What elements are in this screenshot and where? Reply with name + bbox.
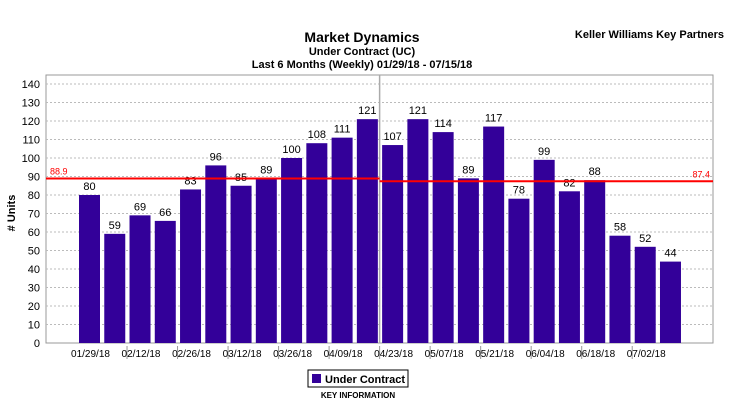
y-tick-label: 110 xyxy=(22,135,40,147)
bar-value-label: 96 xyxy=(210,151,222,163)
y-tick-label: 10 xyxy=(28,320,40,332)
bar xyxy=(382,145,404,343)
y-tick-label: 30 xyxy=(28,283,40,295)
y-tick-label: 120 xyxy=(22,116,40,128)
bar-value-label: 117 xyxy=(485,113,503,125)
bar-value-label: 89 xyxy=(462,164,474,176)
bar-value-label: 82 xyxy=(563,177,575,189)
bar-value-label: 107 xyxy=(383,131,401,143)
y-tick-label: 40 xyxy=(28,264,40,276)
bar xyxy=(306,143,328,343)
y-tick-label: 60 xyxy=(28,227,40,239)
chart-subtitle: Under Contract (UC) xyxy=(309,46,416,58)
x-tick-label: 03/12/18 xyxy=(223,349,262,360)
bar xyxy=(457,178,479,343)
bar xyxy=(407,119,429,344)
bar xyxy=(533,159,555,343)
x-tick-label: 02/26/18 xyxy=(172,349,211,360)
bar-value-label: 44 xyxy=(664,248,676,260)
x-tick-label: 03/26/18 xyxy=(273,349,312,360)
y-tick-label: 70 xyxy=(28,209,40,221)
bar xyxy=(79,195,100,343)
bar xyxy=(508,198,530,343)
x-tick-label: 05/07/18 xyxy=(425,349,464,360)
bar-value-label: 121 xyxy=(409,105,427,117)
bar-value-label: 69 xyxy=(134,201,146,213)
bar xyxy=(230,185,252,343)
bar xyxy=(634,246,656,343)
y-tick-label: 0 xyxy=(34,338,40,350)
bar xyxy=(331,137,353,343)
bar-value-label: 111 xyxy=(334,124,351,136)
x-tick-label: 01/29/18 xyxy=(71,349,110,360)
bar-value-label: 88 xyxy=(589,166,601,178)
y-tick-label: 80 xyxy=(28,190,40,202)
x-tick-label: 06/04/18 xyxy=(526,349,565,360)
bar xyxy=(432,132,454,343)
chart-title: Market Dynamics xyxy=(304,29,419,45)
bar xyxy=(483,126,505,343)
bar xyxy=(584,180,606,343)
x-tick-label: 06/18/18 xyxy=(576,349,615,360)
bar xyxy=(356,119,378,344)
bar-value-label: 58 xyxy=(614,222,626,234)
bar xyxy=(281,158,303,343)
y-tick-label: 140 xyxy=(22,79,40,91)
bar xyxy=(255,178,277,343)
bar-value-label: 114 xyxy=(434,118,452,130)
bar-value-label: 83 xyxy=(184,175,196,187)
average-label: 87.4 xyxy=(692,169,710,179)
bar xyxy=(104,233,126,343)
bar xyxy=(154,220,176,343)
bar-value-label: 66 xyxy=(159,207,171,219)
legend-title: KEY INFORMATION xyxy=(321,391,396,400)
legend-box xyxy=(307,369,409,388)
bar xyxy=(609,235,631,343)
x-tick-label: 07/02/18 xyxy=(627,349,666,360)
bar xyxy=(129,215,151,343)
brand-name: Keller Williams Key Partners xyxy=(575,29,724,41)
average-label: 88.9 xyxy=(50,167,68,177)
bar xyxy=(180,189,202,343)
y-tick-label: 50 xyxy=(28,246,40,258)
legend-label: Under Contract xyxy=(325,374,405,386)
bar-value-label: 52 xyxy=(639,233,651,245)
bar xyxy=(659,261,681,343)
chart-subtitle-range: Last 6 Months (Weekly) 01/29/18 - 07/15/… xyxy=(252,59,473,71)
x-tick-label: 05/21/18 xyxy=(475,349,514,360)
bar-value-label: 80 xyxy=(83,181,95,193)
y-tick-label: 130 xyxy=(22,98,40,110)
y-tick-label: 90 xyxy=(28,172,40,184)
bar-value-label: 78 xyxy=(513,185,525,197)
legend-swatch xyxy=(312,374,321,383)
bar xyxy=(205,165,227,343)
bar-value-label: 121 xyxy=(358,105,376,117)
bar-value-label: 100 xyxy=(282,144,300,156)
bar-value-label: 99 xyxy=(538,146,550,158)
x-tick-label: 04/23/18 xyxy=(374,349,413,360)
y-tick-label: 20 xyxy=(28,301,40,313)
x-tick-label: 02/12/18 xyxy=(122,349,161,360)
y-tick-label: 100 xyxy=(22,153,40,165)
bar xyxy=(558,191,580,343)
bar-value-label: 89 xyxy=(260,164,272,176)
bar-value-label: 108 xyxy=(308,129,326,141)
legend: Under Contract KEY INFORMATION xyxy=(307,369,409,400)
y-axis-label: # Units xyxy=(6,195,18,232)
bar-value-label: 59 xyxy=(109,220,121,232)
x-tick-label: 04/09/18 xyxy=(324,349,363,360)
